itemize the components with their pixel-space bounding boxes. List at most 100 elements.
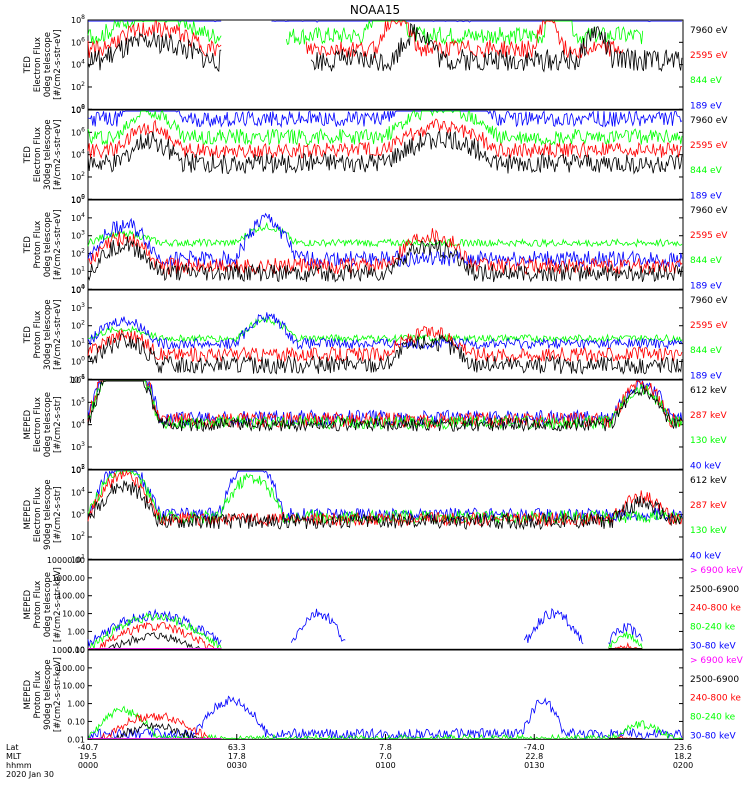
y-tick-label: 0.01	[67, 735, 85, 744]
y-axis-title-line: Electron Flux	[33, 487, 43, 542]
legend-entry: 130 keV	[690, 526, 727, 536]
y-tick-label: 100.00	[57, 592, 85, 601]
y-tick-label: 10.00	[62, 682, 85, 691]
time-tick-label: 0000	[78, 761, 98, 770]
time-tick-label: 0030	[227, 761, 247, 770]
legend-entry: 7960 eV	[690, 26, 728, 36]
series-trace-black	[87, 130, 683, 175]
legend-entry: 7960 eV	[690, 206, 728, 216]
legend-entry: 612 keV	[690, 386, 727, 396]
lat-tick-label: 63.3	[228, 743, 246, 752]
mlt-tick-label: 22.8	[525, 752, 543, 761]
mlt-tick-label: 17.8	[228, 752, 246, 761]
y-axis-title-line: 90deg telescope	[43, 659, 53, 730]
lat-tick-label: 23.6	[674, 743, 692, 752]
y-axis-title-line: 0deg telescope	[43, 572, 53, 637]
y-axis-title-line: TED	[23, 326, 33, 345]
y-tick-label: 108	[71, 104, 85, 115]
y-axis-title-line: Electron Flux	[33, 37, 43, 92]
chart-title: NOAA15	[350, 3, 400, 17]
y-axis-title-line: [#/cm2-s-str-eV]	[53, 209, 63, 279]
legend-entry: 240-800 ke	[690, 604, 741, 614]
y-axis-title-line: 0deg telescope	[43, 392, 53, 457]
y-axis-title-line: 0deg telescope	[43, 212, 53, 277]
y-axis-title-line: Electron Flux	[33, 127, 43, 182]
y-tick-label: 0.10	[67, 645, 85, 654]
footer-row-label: hhmm	[6, 761, 32, 770]
legend-entry: 844 eV	[690, 256, 723, 266]
y-tick-label: 102	[71, 531, 85, 542]
series-trace-black	[87, 236, 683, 283]
series-trace-blue	[87, 695, 683, 740]
panel-1: 100 102 104 106 108 TED Electron Flux 0deg tele…	[23, 14, 728, 114]
panel-2: 100 102 104 106 108 TED Electron Flux 30deg tel…	[23, 104, 728, 204]
panel-4: 10-1 100 101 102 103 104 TED Proton Flux 30deg t…	[23, 284, 728, 384]
series-trace-black	[87, 22, 683, 73]
legend-entry: 40 keV	[690, 551, 722, 561]
legend-entry: 844 eV	[690, 346, 723, 356]
y-tick-label: 100.00	[57, 664, 85, 673]
y-axis-title-line: Proton Flux	[33, 671, 43, 719]
y-axis-title-line: MEPED	[23, 679, 33, 709]
y-axis-title-line: 0deg telescope	[43, 32, 53, 97]
legend-entry: > 6900 keV	[690, 656, 744, 666]
y-tick-label: 1.00	[67, 700, 85, 709]
y-tick-label: 106	[71, 126, 85, 137]
series-trace-green	[87, 470, 683, 525]
y-axis-title-line: [#/cm2-s-str-eV]	[53, 119, 63, 189]
y-axis-title-line: [#/cm2-s-str-eV]	[53, 29, 63, 99]
series-trace-black	[87, 333, 683, 375]
y-tick-label: 10.00	[62, 610, 85, 619]
series-trace-red	[87, 118, 682, 160]
panel-frame	[87, 649, 684, 740]
legend-entry: 844 eV	[690, 166, 723, 176]
y-tick-label: 104	[71, 59, 85, 70]
y-tick-label: 0.10	[67, 717, 85, 726]
y-tick-label: 101	[71, 265, 85, 276]
y-tick-label: 106	[71, 36, 85, 47]
series-trace-black	[87, 380, 683, 433]
legend-entry: 30-80 keV	[690, 641, 736, 651]
y-tick-label: 105	[71, 396, 85, 407]
time-tick-label: 0200	[673, 761, 693, 770]
y-tick-label: 100	[71, 355, 85, 366]
y-tick-label: 10000.00	[47, 556, 85, 565]
panel-frame	[87, 199, 684, 290]
y-axis-title-line: MEPED	[23, 499, 33, 529]
y-tick-label: 101	[71, 338, 85, 349]
panel-6: 101 102 103 104 105 MEPED Electron Flux 90deg t…	[23, 464, 727, 564]
legend-entry: 189 eV	[690, 191, 723, 201]
y-axis-title-line: Electron Flux	[33, 397, 43, 452]
panel-frame	[87, 289, 684, 380]
y-axis-title-line: TED	[23, 146, 33, 165]
footer-row-label: Lat	[6, 743, 19, 752]
legend-entry: 7960 eV	[690, 296, 728, 306]
legend-entry: 2595 eV	[690, 321, 728, 331]
legend-entry: 287 keV	[690, 411, 727, 421]
series-trace-red	[87, 228, 683, 276]
y-tick-label: 101	[71, 553, 85, 564]
legend-entry: 80-240 ke	[690, 622, 736, 632]
footer-row-label: MLT	[6, 752, 21, 761]
footer-row-label: 2020 Jan 30	[6, 770, 54, 779]
y-tick-label: 104	[71, 149, 85, 160]
panel-frame	[87, 559, 684, 650]
panel-5: 102 103 104 105 106 MEPED Electron Flux 0deg te…	[23, 374, 727, 474]
y-tick-label: 10-1	[69, 373, 85, 384]
y-tick-label: 105	[71, 464, 85, 475]
y-tick-label: 103	[71, 302, 85, 313]
series-trace-blue	[87, 212, 683, 268]
legend-entry: 30-80 keV	[690, 731, 736, 741]
series-trace-green	[87, 221, 683, 248]
legend-entry: 240-800 ke	[690, 694, 741, 704]
y-tick-label: 1000.00	[52, 646, 85, 655]
legend-entry: 2595 eV	[690, 141, 728, 151]
series-trace-green	[87, 110, 683, 147]
legend-entry: > 6900 keV	[690, 566, 744, 576]
y-tick-label: 102	[71, 320, 85, 331]
series-trace-red	[87, 380, 683, 429]
y-tick-label: 106	[71, 374, 85, 385]
